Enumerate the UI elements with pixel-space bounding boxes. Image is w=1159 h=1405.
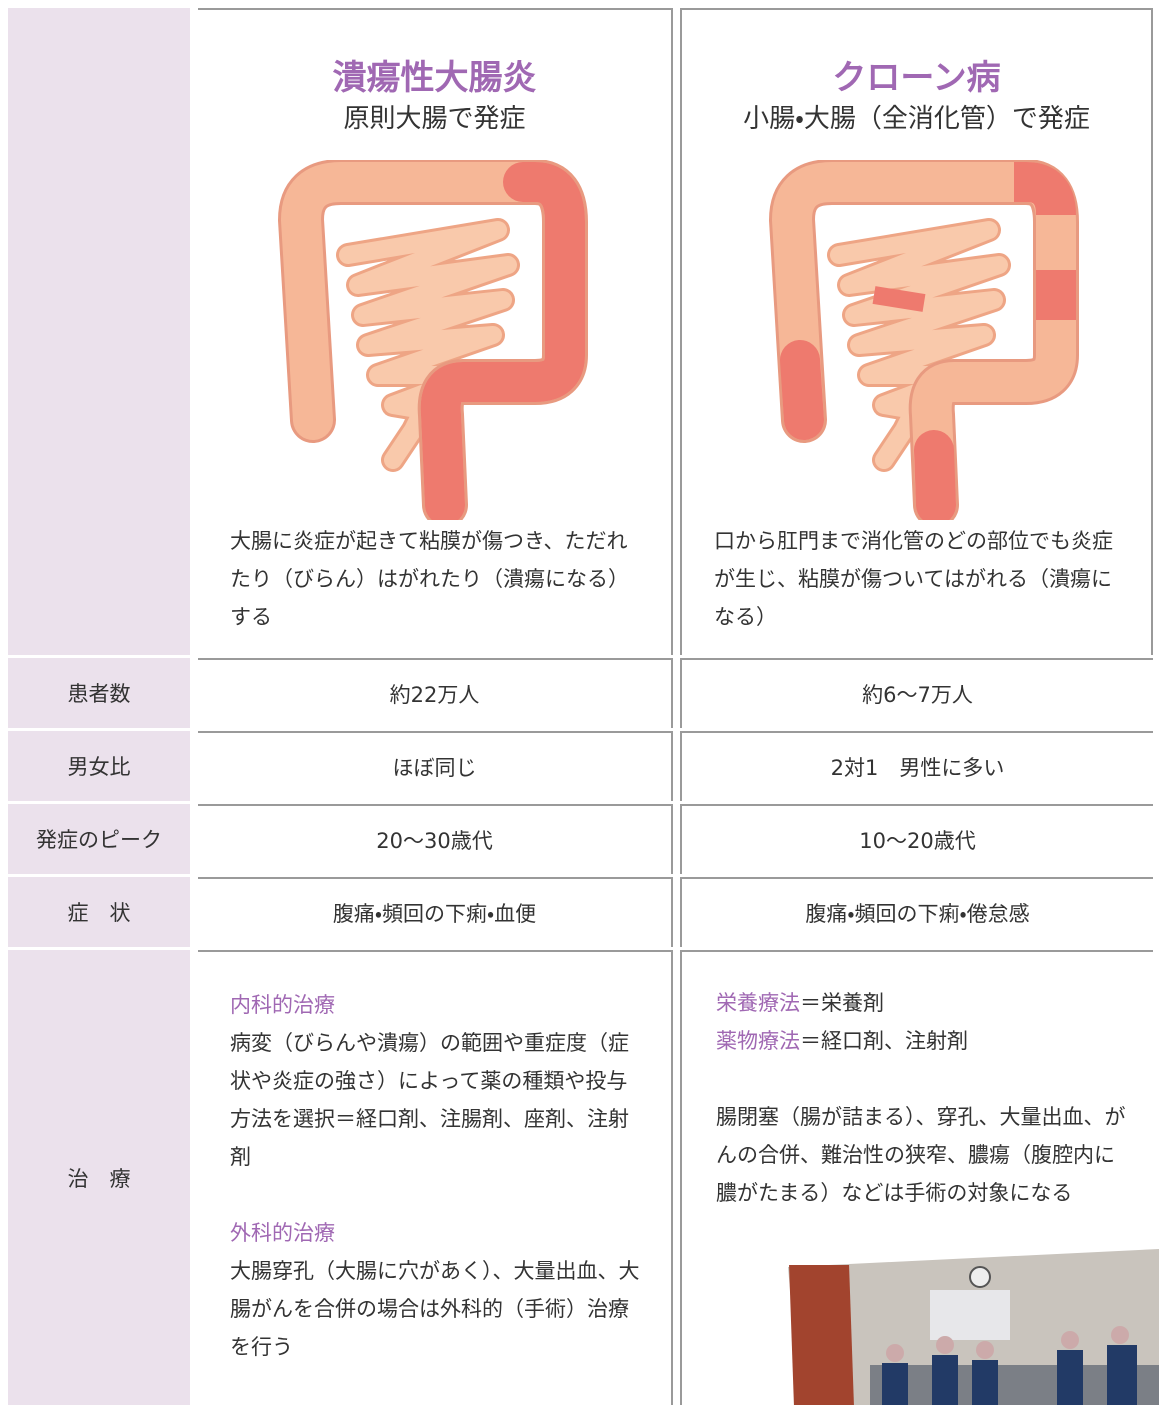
label-cell bbox=[8, 8, 190, 655]
heading: 薬物療法 bbox=[716, 1029, 800, 1053]
text: ＝経口剤、注射剤 bbox=[800, 1029, 968, 1053]
heading: 内科的治療 bbox=[230, 993, 335, 1017]
heading: 外科的治療 bbox=[230, 1221, 335, 1245]
text: 大腸穿孔（大腸に穴があく）、大量出血、大腸がんを合併の場合は外科的（手術）治療を… bbox=[230, 1259, 640, 1359]
row-cell: 腹痛・頻回の下痢・血便 bbox=[198, 877, 673, 947]
column-subtitle: 原則大腸で発症 bbox=[343, 104, 526, 134]
description: 口から肛門まで消化管のどの部位でも炎症が生じ、粘膜が傷ついてはがれる（潰瘍になる… bbox=[714, 529, 1113, 629]
treatment-cell: 栄養療法＝栄養剤 薬物療法＝経口剤、注射剤 腸閉塞（腸が詰まる）、穿孔、大量出血… bbox=[680, 950, 1153, 1405]
row-cell: 腹痛・頻回の下痢・倦怠感 bbox=[680, 877, 1153, 947]
column-subtitle: 小腸・大腸（全消化管）で発症 bbox=[743, 104, 1090, 134]
row-label: 症 状 bbox=[8, 877, 190, 947]
label-cell: 治 療 bbox=[8, 950, 190, 1405]
text: ＝栄養剤 bbox=[800, 991, 884, 1015]
treatment-cell: 内科的治療 病変（びらんや潰瘍）の範囲や重症度（症状や炎症の強さ）によって薬の種… bbox=[198, 950, 673, 1405]
column-title: クローン病 bbox=[832, 58, 1001, 98]
text: 腸閉塞（腸が詰まる）、穿孔、大量出血、がんの合併、難治性の狭窄、膿瘍（腹腔内に膿… bbox=[716, 1105, 1126, 1205]
column-header: 潰瘍性大腸炎 原則大腸で発症 大腸に炎症が起きて粘膜が傷つき、ただれたり（びらん… bbox=[198, 8, 673, 655]
photo bbox=[780, 1240, 1159, 1405]
row-cell: 20〜30歳代 bbox=[198, 804, 673, 874]
row-label: 男女比 bbox=[8, 731, 190, 801]
heading: 栄養療法 bbox=[716, 991, 800, 1015]
treatment-text: 栄養療法＝栄養剤 薬物療法＝経口剤、注射剤 腸閉塞（腸が詰まる）、穿孔、大量出血… bbox=[716, 984, 1126, 1212]
treatment-text: 内科的治療 病変（びらんや潰瘍）の範囲や重症度（症状や炎症の強さ）によって薬の種… bbox=[230, 986, 640, 1366]
row-label: 患者数 bbox=[8, 658, 190, 728]
text: 病変（びらんや潰瘍）の範囲や重症度（症状や炎症の強さ）によって薬の種類や投与方法… bbox=[230, 1031, 629, 1169]
illustration bbox=[764, 160, 1094, 520]
row-cell: 約6〜7万人 bbox=[680, 658, 1153, 728]
row-cell: ほぼ同じ bbox=[198, 731, 673, 801]
column-header: クローン病 小腸・大腸（全消化管）で発症 口から肛門まで消化管のどの部位でも炎症… bbox=[680, 8, 1153, 655]
row-cell: 10〜20歳代 bbox=[680, 804, 1153, 874]
description: 大腸に炎症が起きて粘膜が傷つき、ただれたり（びらん）はがれたり（潰瘍になる）する bbox=[230, 529, 629, 629]
illustration bbox=[273, 160, 603, 520]
column-title: 潰瘍性大腸炎 bbox=[332, 58, 537, 98]
row-cell: 2対1 男性に多い bbox=[680, 731, 1153, 801]
row-cell: 約22万人 bbox=[198, 658, 673, 728]
row-label: 発症のピーク bbox=[8, 804, 190, 874]
